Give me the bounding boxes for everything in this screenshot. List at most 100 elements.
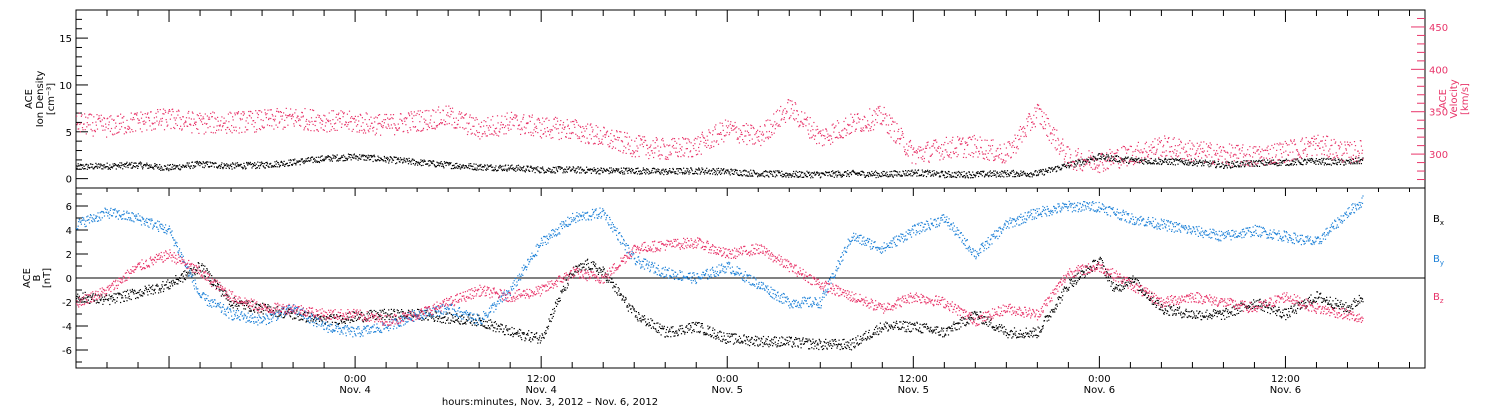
data-point — [104, 129, 106, 131]
data-point — [1040, 123, 1042, 126]
data-point — [880, 176, 882, 178]
data-point — [781, 176, 783, 178]
data-point — [797, 121, 799, 123]
data-point — [287, 165, 289, 167]
data-point — [699, 173, 701, 175]
data-point — [396, 162, 398, 164]
data-point — [78, 112, 80, 114]
data-point — [535, 168, 537, 170]
data-point — [277, 162, 279, 164]
data-point — [569, 137, 572, 139]
data-point — [365, 132, 367, 134]
data-point — [877, 106, 879, 108]
data-point — [309, 157, 311, 159]
data-point — [243, 111, 245, 113]
data-point — [891, 117, 893, 119]
data-point — [774, 128, 776, 130]
data-point — [831, 175, 833, 177]
data-point — [1110, 157, 1112, 159]
data-point — [107, 168, 109, 170]
data-point — [1150, 163, 1152, 165]
data-point — [931, 145, 933, 147]
data-point — [1136, 161, 1138, 163]
data-point — [1126, 161, 1128, 163]
data-point — [588, 143, 590, 145]
data-point — [1030, 118, 1032, 120]
data-point — [1285, 158, 1287, 160]
data-point — [313, 109, 315, 112]
data-point — [273, 166, 275, 168]
data-point — [1141, 151, 1143, 153]
data-point — [470, 163, 472, 165]
data-point — [265, 114, 267, 116]
data-point — [115, 168, 117, 170]
data-point — [798, 126, 800, 128]
data-point — [572, 132, 574, 134]
data-point — [396, 158, 398, 161]
data-point — [464, 114, 466, 116]
data-point — [1274, 163, 1276, 166]
data-point — [1343, 152, 1345, 154]
data-point — [284, 165, 286, 167]
data-point — [896, 123, 898, 125]
data-point — [958, 170, 960, 173]
data-point — [278, 111, 280, 113]
data-point — [524, 133, 526, 135]
data-point — [559, 124, 561, 126]
data-point — [1007, 141, 1009, 143]
data-point — [993, 159, 995, 162]
data-point — [1106, 154, 1108, 156]
data-point — [101, 294, 103, 296]
data-point — [1153, 163, 1155, 165]
data-point — [1234, 165, 1236, 167]
data-point — [1055, 149, 1057, 151]
data-point — [262, 162, 264, 164]
data-point — [840, 136, 842, 138]
data-point — [1332, 162, 1335, 165]
data-point — [638, 155, 640, 158]
data-point — [166, 121, 168, 123]
data-point — [933, 139, 935, 141]
data-point — [733, 125, 735, 127]
data-point — [839, 173, 841, 175]
data-point — [222, 122, 225, 124]
data-point — [975, 146, 977, 148]
data-point — [790, 176, 792, 178]
data-point — [492, 166, 494, 168]
data-point — [569, 132, 571, 134]
data-point — [745, 170, 747, 172]
data-point — [607, 144, 609, 146]
data-point — [866, 127, 868, 129]
data-point — [1135, 158, 1137, 160]
data-point — [335, 156, 337, 158]
data-point — [222, 168, 224, 170]
data-point — [251, 167, 253, 169]
data-point — [189, 166, 191, 168]
data-point — [479, 138, 481, 140]
data-point — [782, 111, 784, 113]
data-point — [1123, 146, 1125, 148]
data-point — [996, 171, 998, 173]
data-point — [1099, 160, 1101, 163]
data-point — [884, 174, 886, 176]
data-point — [1001, 152, 1003, 155]
data-point — [166, 169, 168, 171]
data-point — [562, 172, 564, 174]
data-point — [1081, 158, 1083, 160]
data-point — [561, 127, 563, 129]
data-point — [739, 129, 742, 131]
data-point — [969, 136, 971, 138]
data-point — [472, 125, 474, 127]
data-point — [632, 169, 634, 171]
data-point — [839, 137, 841, 139]
data-point — [426, 129, 428, 131]
data-point — [995, 150, 997, 152]
data-point — [868, 130, 870, 132]
data-point — [462, 165, 464, 167]
data-point — [255, 110, 257, 112]
data-point — [247, 129, 249, 131]
data-point — [754, 142, 757, 144]
data-point — [1075, 160, 1077, 162]
data-point — [1144, 158, 1146, 160]
data-point — [619, 172, 621, 174]
